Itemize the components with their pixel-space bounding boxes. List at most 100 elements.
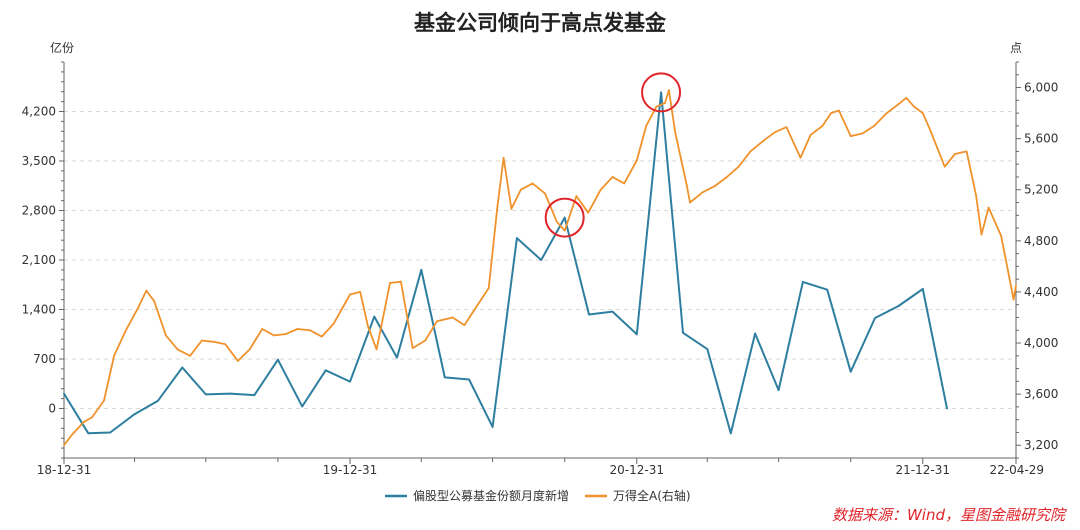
- series-1-point-13: [201, 339, 203, 342]
- series-1-point-23: [320, 335, 323, 338]
- series-1-point-59: [701, 191, 704, 194]
- series-1-point-4: [103, 399, 105, 402]
- series-1-point-48: [599, 188, 602, 191]
- series-1-point-44: [555, 220, 558, 223]
- series-0-point-17: [468, 378, 470, 381]
- right-tick-label-5: 5,200: [1024, 183, 1058, 197]
- series-1-point-87: [1000, 234, 1002, 237]
- series-1-point-22: [309, 329, 311, 332]
- series-1-point-65: [773, 131, 776, 134]
- series-1-point-89: [1015, 284, 1017, 287]
- series-1-point-14: [212, 340, 215, 343]
- series-1-point-1: [70, 434, 73, 436]
- left-tick-label-0: 0: [48, 402, 56, 416]
- series-1-point-73: [861, 132, 864, 135]
- series-0-point-4: [157, 399, 159, 402]
- series-line-0: [63, 91, 948, 435]
- series-1-point-60: [714, 185, 716, 187]
- series-1-point-36: [476, 305, 478, 307]
- right-tick-label-1: 3,600: [1024, 387, 1058, 401]
- legend-label-series-0: 偏股型公募基金份额月度新增: [413, 488, 569, 503]
- series-line-1: [63, 89, 1017, 446]
- series-1-point-17: [248, 348, 251, 351]
- series-0-point-36: [921, 288, 924, 290]
- right-tick-label-0: 3,200: [1024, 438, 1058, 452]
- x-tick-label-4: 22-04-29: [990, 463, 1044, 477]
- series-0-point-24: [635, 333, 638, 336]
- series-1-point-79: [921, 112, 924, 114]
- series-0-point-34: [874, 317, 876, 319]
- series-0-point-30: [777, 389, 780, 391]
- series-1-point-37: [487, 287, 490, 289]
- series-1-point-85: [980, 233, 983, 236]
- chart-title: 基金公司倾向于高点发基金: [414, 11, 667, 35]
- series-1-point-54: [664, 102, 666, 104]
- series-1-point-71: [838, 109, 840, 112]
- series-0-point-11: [324, 369, 327, 372]
- series-1-point-28: [375, 348, 378, 351]
- series-1-point-78: [913, 105, 915, 108]
- x-axis-ticks: 18-12-31 19-12-31 20-12-31 21-12-31 22-04-29: [37, 458, 1044, 477]
- series-0-point-23: [611, 310, 614, 313]
- x-tick-label-1: 19-12-31: [323, 463, 377, 477]
- legend: 偏股型公募基金份额月度新增 万得全A(右轴): [385, 488, 691, 503]
- left-tick-label-5: 3,500: [22, 154, 56, 168]
- series-1-point-5: [113, 354, 115, 357]
- series-1-point-69: [821, 125, 824, 127]
- series-0-point-12: [349, 380, 351, 383]
- series-0-point-1: [87, 432, 90, 435]
- series-1-point-11: [176, 348, 179, 351]
- left-tick-label-6: 4,200: [22, 105, 56, 119]
- left-tick-label-1: 700: [33, 352, 56, 366]
- series-1-point-51: [635, 159, 638, 162]
- series-1-point-27: [367, 325, 369, 328]
- right-tick-label-6: 5,600: [1024, 132, 1058, 146]
- series-1-point-63: [749, 150, 752, 153]
- left-tick-label-4: 2,800: [22, 204, 56, 218]
- series-1-point-52: [645, 125, 648, 127]
- series-0-point-21: [563, 216, 566, 219]
- series-0-point-10: [301, 405, 304, 408]
- series-1-point-31: [411, 347, 414, 349]
- series-1-point-58: [689, 201, 691, 204]
- series-1-point-7: [137, 306, 140, 309]
- series-1-point-43: [544, 192, 546, 195]
- series-1-point-83: [965, 150, 968, 153]
- series-1-point-2: [82, 421, 85, 424]
- series-1-point-38: [496, 206, 499, 209]
- series-1-point-20: [284, 333, 287, 335]
- series-0-point-14: [396, 356, 398, 359]
- series-0-point-7: [229, 392, 232, 395]
- series-0-point-20: [540, 259, 543, 261]
- series-0-point-13: [373, 315, 376, 318]
- right-tick-label-7: 6,000: [1024, 81, 1058, 95]
- series-1-point-15: [224, 343, 227, 346]
- series-1-point-33: [436, 320, 438, 323]
- series-1-point-80: [929, 130, 932, 132]
- series-1-point-88: [1012, 298, 1015, 301]
- series-1-point-32: [424, 339, 427, 342]
- series-1-point-81: [943, 165, 946, 168]
- series-1-point-56: [674, 131, 677, 134]
- left-tick-label-3: 2,100: [22, 253, 56, 267]
- series-layer: [63, 89, 1017, 447]
- series-0-point-9: [277, 358, 279, 361]
- series-1-point-70: [830, 112, 832, 114]
- annotation-layer: [544, 72, 682, 238]
- series-0-point-33: [849, 370, 852, 373]
- series-0-point-16: [443, 376, 446, 379]
- series-1-point-3: [91, 416, 94, 418]
- series-0-point-0: [63, 392, 65, 395]
- series-0-point-32: [826, 288, 829, 291]
- series-0-point-8: [253, 394, 256, 396]
- x-tick-label-2: 20-12-31: [610, 463, 664, 477]
- series-1-point-10: [165, 334, 167, 337]
- series-0-point-19: [516, 237, 518, 240]
- series-1-point-9: [153, 300, 156, 302]
- series-1-point-66: [785, 126, 788, 128]
- series-1-point-61: [726, 176, 728, 178]
- highlight-circle-1: [641, 72, 682, 113]
- series-1-point-12: [189, 354, 192, 357]
- series-1-point-24: [332, 323, 335, 325]
